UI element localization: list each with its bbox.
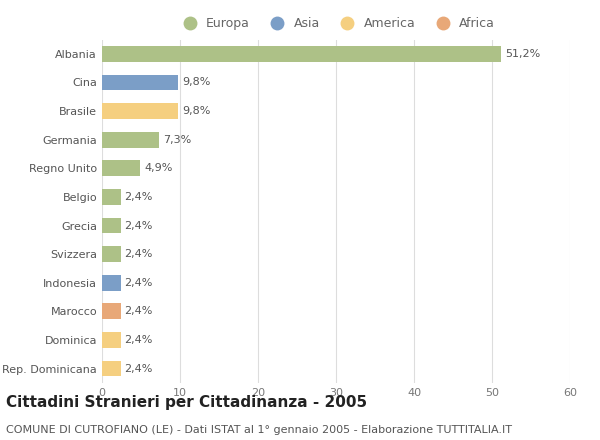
- Text: Cittadini Stranieri per Cittadinanza - 2005: Cittadini Stranieri per Cittadinanza - 2…: [6, 395, 367, 410]
- Bar: [102, 161, 140, 176]
- Bar: [102, 246, 121, 262]
- Text: 2,4%: 2,4%: [125, 335, 153, 345]
- Text: 7,3%: 7,3%: [163, 135, 191, 145]
- Text: COMUNE DI CUTROFIANO (LE) - Dati ISTAT al 1° gennaio 2005 - Elaborazione TUTTITA: COMUNE DI CUTROFIANO (LE) - Dati ISTAT a…: [6, 425, 512, 436]
- Bar: [102, 75, 178, 90]
- Text: 9,8%: 9,8%: [182, 77, 211, 88]
- Bar: [102, 218, 121, 233]
- Text: 2,4%: 2,4%: [125, 306, 153, 316]
- Text: 2,4%: 2,4%: [125, 249, 153, 259]
- Text: 2,4%: 2,4%: [125, 192, 153, 202]
- Text: 2,4%: 2,4%: [125, 220, 153, 231]
- Text: 2,4%: 2,4%: [125, 363, 153, 374]
- Bar: [102, 189, 121, 205]
- Text: 2,4%: 2,4%: [125, 278, 153, 288]
- Bar: [102, 103, 178, 119]
- Bar: [102, 275, 121, 290]
- Text: 9,8%: 9,8%: [182, 106, 211, 116]
- Legend: Europa, Asia, America, Africa: Europa, Asia, America, Africa: [177, 17, 495, 30]
- Bar: [102, 361, 121, 376]
- Bar: [102, 132, 159, 147]
- Text: 4,9%: 4,9%: [144, 163, 172, 173]
- Bar: [102, 332, 121, 348]
- Bar: [102, 304, 121, 319]
- Bar: [102, 46, 502, 62]
- Text: 51,2%: 51,2%: [505, 49, 541, 59]
